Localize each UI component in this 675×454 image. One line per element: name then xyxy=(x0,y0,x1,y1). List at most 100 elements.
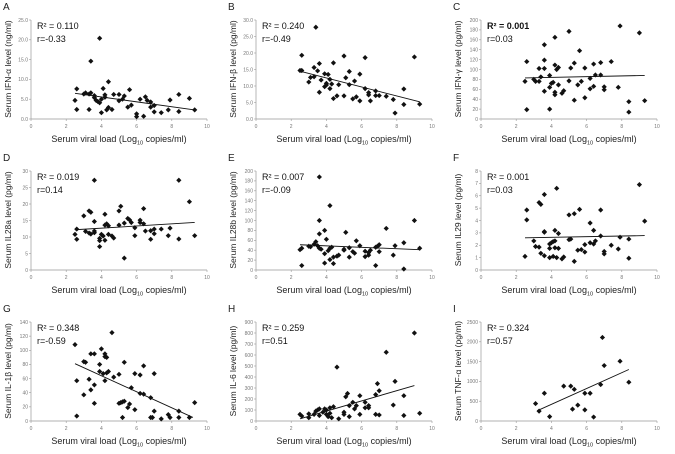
x-tick-label: 8 xyxy=(395,124,398,130)
data-point xyxy=(158,226,164,232)
y-tick-label: 15.0 xyxy=(243,67,253,73)
y-tick-label: 1 xyxy=(475,255,478,261)
x-axis-label-main: Serum viral load (Log xyxy=(51,436,137,446)
data-point xyxy=(329,415,335,421)
data-point xyxy=(550,253,556,259)
data-point xyxy=(552,238,558,244)
data-point xyxy=(350,399,356,405)
x-tick-label: 0 xyxy=(480,124,483,130)
data-point xyxy=(299,413,305,419)
data-point xyxy=(72,231,78,237)
data-point xyxy=(346,403,352,409)
trend-line xyxy=(524,235,645,239)
y-tick-label: 80 xyxy=(472,77,478,83)
data-point xyxy=(587,75,593,82)
data-point xyxy=(351,78,358,84)
data-point xyxy=(598,207,604,213)
panel-letter: A xyxy=(3,2,10,13)
x-axis-label-main: Serum viral load (Log xyxy=(501,285,587,295)
x-tick-label: 6 xyxy=(360,124,363,130)
data-point xyxy=(376,242,382,248)
data-point xyxy=(176,236,182,242)
data-point xyxy=(582,65,588,71)
x-axis-label-main: Serum viral load (Log xyxy=(51,134,137,144)
data-point xyxy=(587,86,593,92)
y-tick-label: 600 xyxy=(245,353,254,359)
data-point xyxy=(325,71,331,78)
y-tick-label: 180 xyxy=(470,28,479,34)
data-point xyxy=(97,361,103,368)
data-point xyxy=(149,414,156,421)
data-point xyxy=(547,106,553,112)
y-tick-label: 5.0 xyxy=(21,97,28,103)
x-axis-label-main: Serum viral load (Log xyxy=(276,285,362,295)
data-point xyxy=(373,262,379,269)
data-point xyxy=(299,67,305,74)
y-tick-label: 0 xyxy=(475,419,478,425)
y-tick-label: 0 xyxy=(25,419,28,425)
data-point xyxy=(541,253,547,259)
r-annotation: r=-0.09 xyxy=(262,185,291,195)
y-tick-label: 20 xyxy=(22,405,28,411)
y-axis-label: Serum IL29 level (pg/ml) xyxy=(453,174,463,267)
data-point xyxy=(121,398,127,404)
data-point xyxy=(148,395,154,401)
data-point xyxy=(74,86,80,92)
x-tick-label: 8 xyxy=(395,275,398,281)
r-squared-annotation: R² = 0.001 xyxy=(487,172,529,182)
x-axis-label: Serum viral load (Log10 copies/ml) xyxy=(276,285,411,298)
x-axis-label: Serum viral load (Log10 copies/ml) xyxy=(276,134,411,147)
data-point xyxy=(176,408,182,414)
data-point xyxy=(74,378,80,384)
data-point xyxy=(642,218,648,224)
data-point xyxy=(74,413,80,419)
data-point xyxy=(325,248,331,254)
data-point xyxy=(141,206,147,212)
data-point xyxy=(411,217,417,224)
x-axis-label-main: Serum viral load (Log xyxy=(501,134,587,144)
y-tick-label: 0.0 xyxy=(246,117,253,123)
data-point xyxy=(582,242,588,248)
data-point xyxy=(401,101,407,108)
data-point xyxy=(334,364,340,370)
y-tick-label: 15 xyxy=(22,218,28,224)
data-point xyxy=(531,238,537,244)
data-point xyxy=(357,243,363,249)
data-point xyxy=(536,65,542,72)
panel-letter: B xyxy=(228,2,235,13)
data-point xyxy=(373,92,379,99)
y-tick-label: 140 xyxy=(245,199,254,205)
data-point xyxy=(522,78,528,84)
data-point xyxy=(316,412,322,419)
y-axis-label: Serum IFN-β level (pg/ml) xyxy=(228,20,238,118)
data-point xyxy=(307,244,314,250)
data-point xyxy=(74,106,80,113)
data-point xyxy=(311,74,317,80)
data-point xyxy=(571,386,577,392)
r-squared-annotation: R² = 0.019 xyxy=(37,172,79,182)
panel-letter: E xyxy=(228,153,235,164)
y-tick-label: 400 xyxy=(245,375,254,381)
data-point xyxy=(125,104,131,110)
data-point xyxy=(151,371,157,377)
data-point xyxy=(141,363,147,369)
data-point xyxy=(383,349,389,355)
data-point xyxy=(74,236,80,242)
data-point xyxy=(373,88,379,94)
data-point xyxy=(351,250,358,256)
data-point xyxy=(582,390,588,396)
y-tick-label: 200 xyxy=(245,169,254,175)
x-tick-label: 2 xyxy=(65,426,68,432)
x-tick-label: 2 xyxy=(290,275,293,281)
data-point xyxy=(102,351,108,357)
x-axis-label-main: Serum viral load (Log xyxy=(276,134,362,144)
data-point xyxy=(373,411,379,417)
data-point xyxy=(571,60,577,66)
y-tick-label: 10.0 xyxy=(243,84,253,90)
data-point xyxy=(392,110,398,116)
y-tick-label: 80 xyxy=(247,228,253,234)
r-squared-annotation: R² = 0.240 xyxy=(262,21,304,31)
y-tick-label: 80 xyxy=(22,362,28,368)
data-point xyxy=(158,416,164,422)
data-point xyxy=(552,62,558,68)
